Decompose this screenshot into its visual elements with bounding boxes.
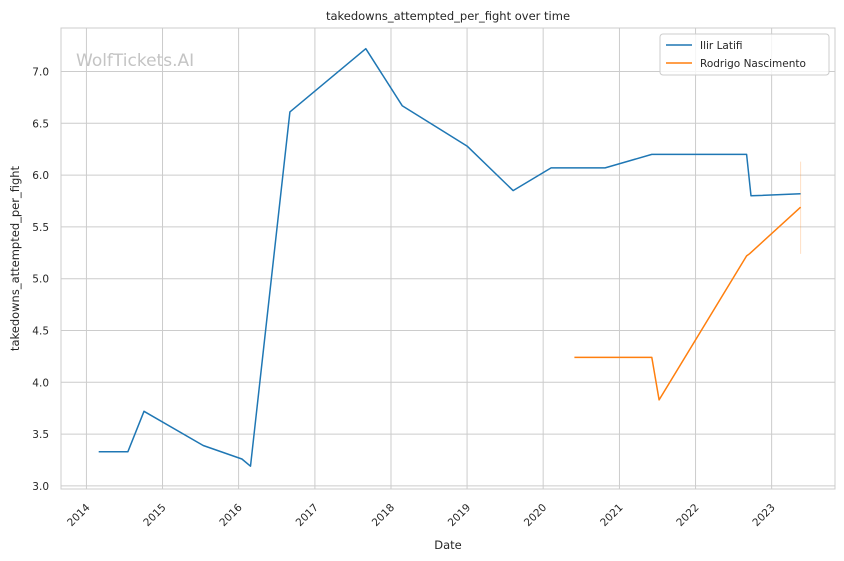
x-tick-label: 2017	[294, 502, 321, 529]
x-axis-label: Date	[434, 538, 462, 552]
plot-area-frame	[60, 27, 836, 490]
legend-box	[659, 33, 830, 76]
y-tick-label: 3.0	[32, 481, 49, 493]
x-tick-label: 2021	[598, 502, 625, 529]
y-axis-label: takedowns_attempted_per_fight	[8, 165, 22, 351]
x-tick-label: 2016	[217, 501, 245, 529]
series-line-0	[98, 47, 801, 467]
x-tick-label: 2020	[522, 502, 549, 529]
y-tick-label: 7.0	[32, 67, 49, 79]
x-tick-labels: 2014 2015 2016 2017 2018 2019 2020 2021 2022 2023	[65, 501, 778, 529]
x-tick-label: 2018	[370, 502, 397, 529]
legend-label-ilir-latifi: Ilir Latifi	[700, 40, 743, 52]
y-tick-label: 3.5	[32, 429, 49, 441]
x-tick-label: 2015	[141, 502, 168, 529]
x-tick-label: 2014	[65, 501, 93, 529]
y-tick-label: 5.5	[32, 222, 49, 234]
y-tick-label: 5.0	[32, 274, 49, 286]
watermark: WolfTickets.AI	[76, 51, 194, 71]
x-tick-label: 2019	[446, 502, 473, 529]
x-tick-label: 2022	[674, 502, 701, 529]
series-line-1	[574, 206, 802, 401]
legend-label-rodrigo-nascimento: Rodrigo Nascimento	[700, 58, 806, 70]
grid	[61, 28, 835, 489]
y-tick-label: 4.0	[32, 377, 49, 389]
x-tick-label: 2023	[750, 502, 777, 529]
legend: Ilir Latifi Rodrigo Nascimento	[659, 33, 830, 76]
y-tick-label: 6.0	[32, 170, 49, 182]
chart-title: takedowns_attempted_per_fight over time	[326, 9, 570, 23]
series-layer	[98, 47, 802, 467]
y-tick-labels: 3.0 3.5 4.0 4.5 5.0 5.5 6.0 6.5 7.0	[32, 67, 49, 493]
y-tick-label: 6.5	[32, 118, 49, 130]
y-tick-label: 4.5	[32, 325, 49, 337]
